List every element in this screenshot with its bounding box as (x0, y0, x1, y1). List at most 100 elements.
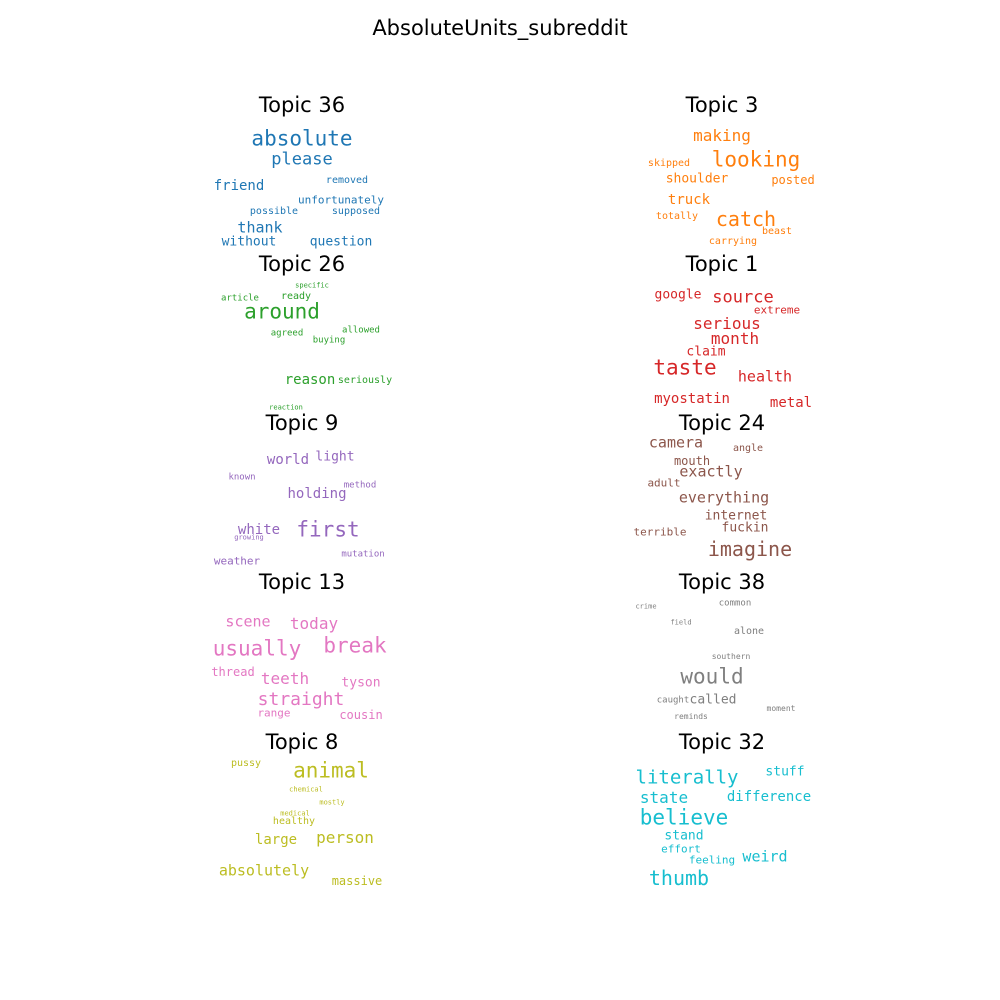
word-buying: buying (312, 335, 346, 346)
word-carrying: carrying (708, 236, 758, 247)
word-everything: everything (678, 488, 770, 507)
word-chemical: chemical (289, 785, 323, 794)
word-known: known (228, 472, 256, 483)
word-health: health (737, 367, 793, 386)
word-holding: holding (287, 486, 347, 502)
word-angle: angle (732, 443, 764, 454)
word-month: month (710, 329, 760, 348)
figure-title: AbsoluteUnits_subreddit (372, 16, 628, 40)
panel-title-topic-26: Topic 26 (258, 252, 346, 276)
word-article: article (221, 293, 259, 304)
word-imagine: imagine (707, 537, 793, 561)
word-weird: weird (742, 847, 788, 866)
word-caught: caught (656, 695, 690, 706)
word-crime: crime (635, 602, 657, 611)
word-totally: totally (655, 211, 699, 222)
word-possible: possible (249, 206, 299, 217)
word-without: without (221, 234, 277, 250)
word-adult: adult (647, 476, 681, 490)
word-reaction: reaction (269, 403, 303, 412)
word-please: please (271, 149, 333, 170)
word-difference: difference (726, 789, 812, 805)
word-alone: alone (733, 626, 765, 637)
word-usually: usually (212, 636, 302, 661)
word-beast: beast (761, 226, 793, 237)
word-exactly: exactly (679, 462, 743, 481)
word-specific: specific (295, 281, 329, 290)
panel-title-topic-1: Topic 1 (685, 252, 759, 276)
word-absolute: absolute (251, 126, 353, 151)
panel-title-topic-3: Topic 3 (685, 93, 759, 117)
word-thank: thank (237, 218, 283, 237)
word-large: large (254, 832, 298, 848)
word-cousin: cousin (339, 708, 383, 722)
word-taste: taste (653, 355, 717, 380)
word-thread: thread (211, 665, 255, 679)
word-method: method (343, 480, 377, 491)
word-fuckin: fuckin (721, 520, 769, 536)
word-posted: posted (771, 173, 815, 187)
word-ready: ready (280, 291, 312, 302)
panel-title-topic-8: Topic 8 (265, 730, 339, 754)
word-unfortunately: unfortunately (297, 193, 385, 207)
word-supposed: supposed (331, 206, 381, 217)
word-feeling: feeling (688, 853, 736, 867)
word-person: person (316, 828, 374, 847)
word-making: making (693, 126, 751, 145)
word-stand: stand (664, 828, 704, 844)
panel-title-topic-13: Topic 13 (258, 570, 346, 594)
panel-title-topic-24: Topic 24 (678, 411, 766, 435)
word-friend: friend (213, 178, 265, 194)
word-pussy: pussy (230, 758, 262, 769)
word-stuff: stuff (765, 764, 805, 780)
word-would: would (680, 664, 744, 689)
word-reminds: reminds (674, 712, 708, 721)
word-extreme: extreme (753, 303, 801, 317)
word-source: source (712, 287, 774, 308)
word-absolutely: absolutely (218, 861, 310, 880)
word-range: range (257, 706, 291, 720)
word-serious: serious (693, 314, 761, 333)
word-moment: moment (766, 704, 796, 713)
word-straight: straight (257, 689, 345, 710)
word-field: field (670, 618, 692, 627)
wordcloud-topic-32 (0, 0, 220, 150)
word-literally: literally (635, 766, 739, 789)
word-healthy: healthy (272, 816, 316, 827)
word-today: today (289, 614, 339, 633)
word-mutation: mutation (341, 549, 385, 560)
word-medical: medical (280, 809, 310, 818)
word-skipped: skipped (647, 158, 691, 169)
word-claim: claim (686, 344, 726, 360)
word-seriously: seriously (337, 375, 393, 386)
word-internet: internet (704, 508, 768, 524)
word-common: common (718, 598, 752, 609)
word-removed: removed (325, 175, 369, 186)
word-light: light (315, 449, 355, 465)
word-catch: catch (715, 207, 777, 231)
word-thumb: thumb (648, 866, 710, 890)
word-around: around (244, 299, 320, 324)
word-state: state (639, 788, 689, 807)
word-massive: massive (331, 874, 383, 888)
word-teeth: teeth (260, 669, 310, 688)
word-weather: weather (213, 554, 261, 568)
word-metal: metal (769, 395, 813, 411)
word-tyson: tyson (341, 675, 381, 691)
word-effort: effort (661, 842, 701, 856)
word-question: question (309, 234, 373, 250)
word-camera: camera (648, 433, 704, 452)
word-shoulder: shoulder (665, 171, 729, 187)
word-mouth: mouth (673, 454, 711, 468)
word-google: google (654, 287, 702, 303)
word-allowed: allowed (342, 325, 380, 336)
word-white: white (237, 522, 281, 538)
panel-title-topic-9: Topic 9 (265, 411, 339, 435)
word-southern: southern (711, 652, 751, 661)
word-called: called (689, 692, 737, 708)
word-break: break (323, 633, 387, 658)
panel-title-topic-32: Topic 32 (678, 730, 766, 754)
word-scene: scene (225, 612, 271, 631)
word-mostly: mostly (319, 798, 345, 807)
panel-title-topic-36: Topic 36 (258, 93, 346, 117)
